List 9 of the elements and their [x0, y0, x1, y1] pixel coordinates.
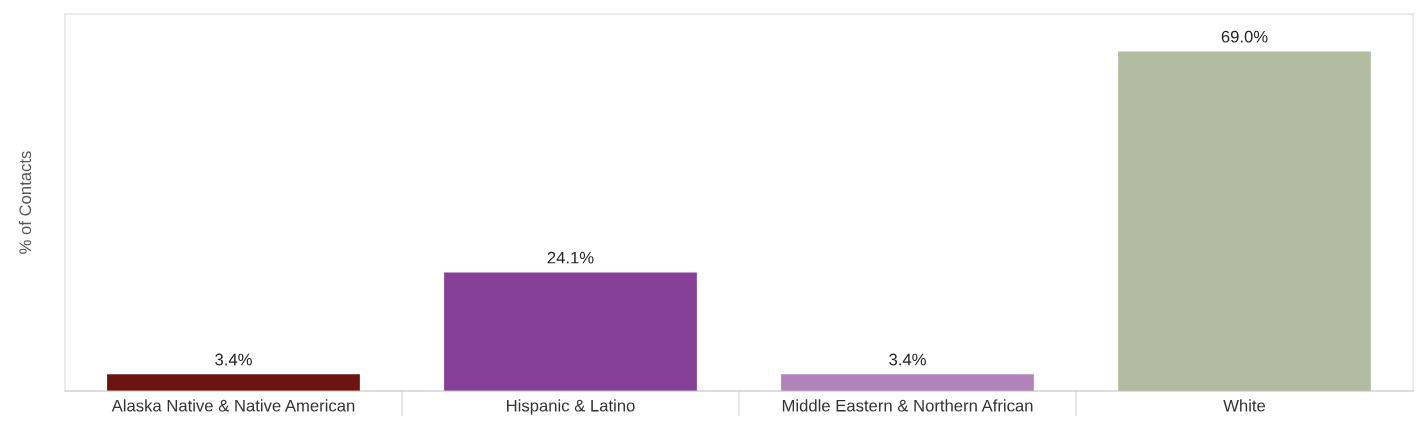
data-label: 3.4%: [215, 353, 252, 366]
x-tick-label: Middle Eastern & Northern African: [782, 399, 1033, 412]
data-label: 3.4%: [889, 353, 926, 366]
data-label: 69.0%: [1221, 30, 1268, 43]
x-tick-label: Alaska Native & Native American: [111, 399, 355, 412]
data-label: 24.1%: [547, 251, 594, 264]
x-tick-label: Hispanic & Latino: [507, 399, 635, 415]
y-axis-title: % of Contacts: [18, 151, 32, 254]
x-tick-label: White: [1223, 399, 1266, 412]
